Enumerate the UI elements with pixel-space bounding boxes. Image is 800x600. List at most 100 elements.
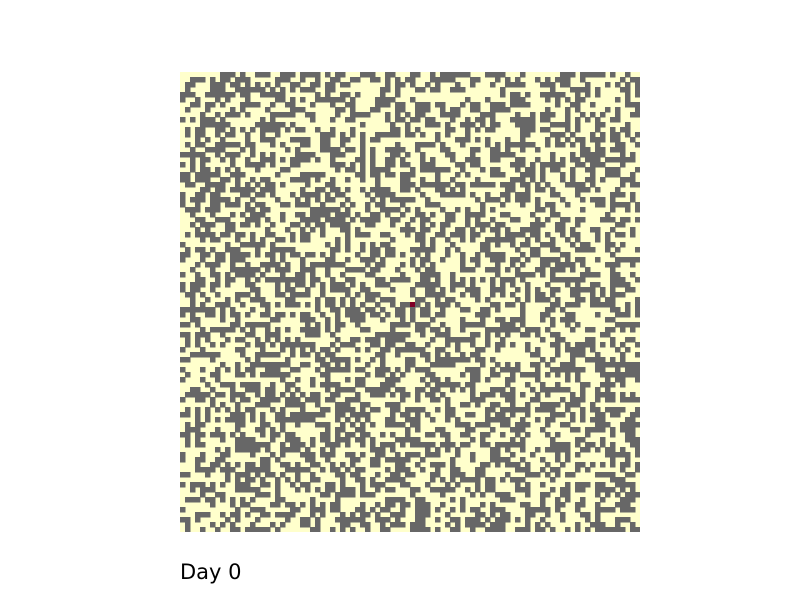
grid-cell <box>270 472 276 478</box>
grid-cell <box>445 437 451 443</box>
grid-cell <box>520 157 526 163</box>
grid-cell <box>590 157 596 163</box>
grid-cell <box>450 217 456 223</box>
grid-cell <box>505 362 511 368</box>
grid-cell <box>215 142 221 148</box>
grid-cell <box>535 367 541 373</box>
grid-cell <box>185 322 191 328</box>
grid-cell <box>365 262 371 268</box>
grid-cell <box>300 212 306 218</box>
grid-cell <box>590 402 596 408</box>
grid-cell <box>490 152 496 158</box>
grid-cell <box>570 327 576 333</box>
grid-cell <box>375 262 381 268</box>
grid-cell <box>480 422 486 428</box>
grid-cell <box>405 357 411 363</box>
grid-cell <box>545 422 551 428</box>
grid-cell <box>300 137 306 143</box>
grid-cell <box>255 297 261 303</box>
grid-cell <box>455 337 461 343</box>
grid-cell <box>220 72 226 78</box>
grid-cell <box>360 177 366 183</box>
grid-cell <box>590 247 596 253</box>
grid-cell <box>435 452 441 458</box>
grid-cell <box>305 137 311 143</box>
grid-cell <box>395 472 401 478</box>
grid-cell <box>355 312 361 318</box>
grid-cell <box>555 412 561 418</box>
grid-cell <box>205 337 211 343</box>
grid-cell <box>345 417 351 423</box>
grid-cell <box>525 407 531 413</box>
grid-cell <box>475 232 481 238</box>
grid-cell <box>330 332 336 338</box>
grid-cell <box>465 487 471 493</box>
grid-cell <box>420 502 426 508</box>
grid-cell <box>250 162 256 168</box>
grid-cell <box>225 112 231 118</box>
grid-cell <box>240 292 246 298</box>
grid-cell <box>305 217 311 223</box>
grid-cell <box>275 132 281 138</box>
grid-cell <box>205 252 211 258</box>
grid-cell <box>190 287 196 293</box>
grid-cell <box>300 317 306 323</box>
grid-cell <box>550 87 556 93</box>
grid-cell <box>560 92 566 98</box>
grid-cell <box>190 162 196 168</box>
grid-cell <box>350 167 356 173</box>
grid-cell <box>210 327 216 333</box>
grid-cell <box>535 77 541 83</box>
grid-cell <box>635 302 640 308</box>
grid-cell <box>315 277 321 283</box>
grid-cell <box>295 272 301 278</box>
grid-cell <box>385 502 391 508</box>
grid-cell <box>420 497 426 503</box>
grid-cell <box>570 427 576 433</box>
grid-cell <box>635 462 640 468</box>
grid-cell <box>490 502 496 508</box>
grid-cell <box>415 387 421 393</box>
grid-cell <box>525 482 531 488</box>
grid-cell <box>420 107 426 113</box>
grid-cell <box>220 127 226 133</box>
grid-cell <box>280 237 286 243</box>
grid-cell <box>610 137 616 143</box>
grid-cell <box>400 482 406 488</box>
grid-cell <box>335 517 341 523</box>
grid-cell <box>470 192 476 198</box>
grid-cell <box>475 482 481 488</box>
grid-cell <box>310 267 316 273</box>
grid-cell <box>625 87 631 93</box>
grid-cell <box>230 257 236 263</box>
grid-cell <box>470 507 476 513</box>
grid-cell <box>565 407 571 413</box>
grid-cell <box>260 417 266 423</box>
grid-cell <box>565 262 571 268</box>
grid-cell <box>520 242 526 248</box>
grid-cell <box>280 92 286 98</box>
grid-cell <box>190 92 196 98</box>
grid-cell <box>210 397 216 403</box>
grid-cell <box>555 262 561 268</box>
grid-cell <box>315 412 321 418</box>
grid-cell <box>550 257 556 263</box>
grid-cell <box>345 92 351 98</box>
grid-cell <box>310 472 316 478</box>
grid-cell <box>395 512 401 518</box>
grid-cell <box>275 492 281 498</box>
grid-cell <box>450 477 456 483</box>
grid-cell <box>500 212 506 218</box>
grid-cell <box>560 252 566 258</box>
grid-cell <box>595 367 601 373</box>
grid-cell <box>615 167 621 173</box>
grid-cell <box>210 237 216 243</box>
grid-cell <box>300 127 306 133</box>
grid-cell <box>630 527 636 532</box>
grid-cell <box>460 357 466 363</box>
grid-cell <box>310 217 316 223</box>
grid-cell <box>610 507 616 513</box>
grid-cell <box>260 347 266 353</box>
grid-cell <box>635 167 640 173</box>
grid-cell <box>345 102 351 108</box>
